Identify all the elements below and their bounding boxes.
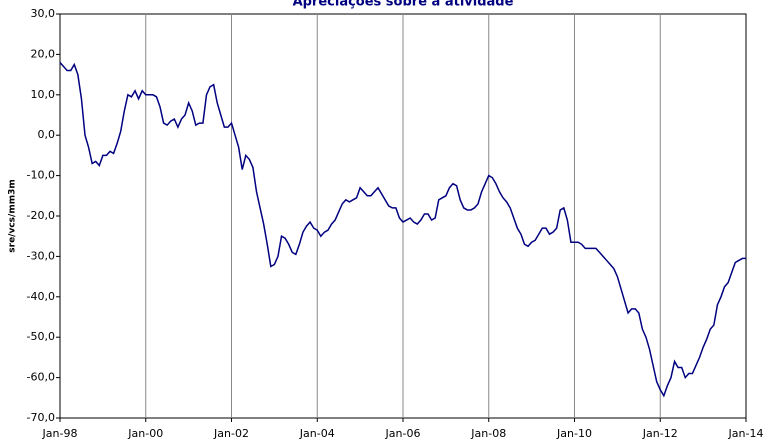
x-tick-label: Jan-04 xyxy=(299,427,335,440)
x-tick-label: Jan-98 xyxy=(42,427,78,440)
y-tick-label: -30,0 xyxy=(27,249,55,262)
y-tick-label: 0,0 xyxy=(38,128,56,141)
y-tick-label: -40,0 xyxy=(27,290,55,303)
y-tick-label: 20,0 xyxy=(31,47,56,60)
y-tick-label: -70,0 xyxy=(27,411,55,424)
y-tick-label: -10,0 xyxy=(27,169,55,182)
y-tick-label: 30,0 xyxy=(31,7,56,20)
y-tick-label: -20,0 xyxy=(27,209,55,222)
x-tick-label: Jan-02 xyxy=(213,427,249,440)
x-tick-label: Jan-06 xyxy=(385,427,421,440)
x-tick-label: Jan-10 xyxy=(556,427,592,440)
data-line xyxy=(59,61,746,398)
y-tick-label: -50,0 xyxy=(27,330,55,343)
x-tick-label: Jan-12 xyxy=(642,427,678,440)
x-tick-label: Jan-00 xyxy=(127,427,163,440)
x-tick-label: Jan-08 xyxy=(470,427,506,440)
y-tick-label: -60,0 xyxy=(27,371,55,384)
chart-title: Apreciações sobre a atividade xyxy=(293,0,514,10)
x-tick-label: Jan-14 xyxy=(728,427,764,440)
y-axis-label: sre/vcs/mm3m xyxy=(8,179,18,252)
y-tick-label: 10,0 xyxy=(31,88,56,101)
